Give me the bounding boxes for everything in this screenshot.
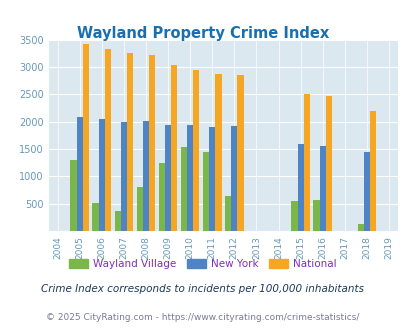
Bar: [83, 44, 89, 231]
Text: © 2025 CityRating.com - https://www.cityrating.com/crime-statistics/: © 2025 CityRating.com - https://www.city…: [46, 313, 359, 322]
Bar: [303, 94, 309, 231]
Bar: [98, 119, 104, 231]
Bar: [70, 160, 77, 231]
Bar: [237, 75, 243, 231]
Bar: [158, 163, 164, 231]
Bar: [215, 74, 221, 231]
Bar: [325, 96, 331, 231]
Bar: [171, 65, 177, 231]
Legend: Wayland Village, New York, National: Wayland Village, New York, National: [65, 254, 340, 273]
Bar: [120, 122, 127, 231]
Bar: [193, 70, 199, 231]
Bar: [149, 55, 155, 231]
Bar: [313, 200, 319, 231]
Bar: [187, 125, 193, 231]
Bar: [77, 117, 83, 231]
Bar: [369, 111, 375, 231]
Bar: [202, 152, 209, 231]
Bar: [231, 126, 237, 231]
Bar: [127, 53, 133, 231]
Text: Crime Index corresponds to incidents per 100,000 inhabitants: Crime Index corresponds to incidents per…: [41, 284, 364, 294]
Bar: [136, 187, 143, 231]
Bar: [209, 126, 215, 231]
Bar: [297, 144, 303, 231]
Bar: [357, 224, 363, 231]
Bar: [92, 203, 98, 231]
Bar: [180, 147, 187, 231]
Bar: [363, 152, 369, 231]
Bar: [164, 125, 171, 231]
Bar: [104, 49, 111, 231]
Text: Wayland Property Crime Index: Wayland Property Crime Index: [77, 26, 328, 41]
Bar: [319, 146, 325, 231]
Bar: [224, 196, 231, 231]
Bar: [291, 201, 297, 231]
Bar: [114, 211, 120, 231]
Bar: [143, 121, 149, 231]
